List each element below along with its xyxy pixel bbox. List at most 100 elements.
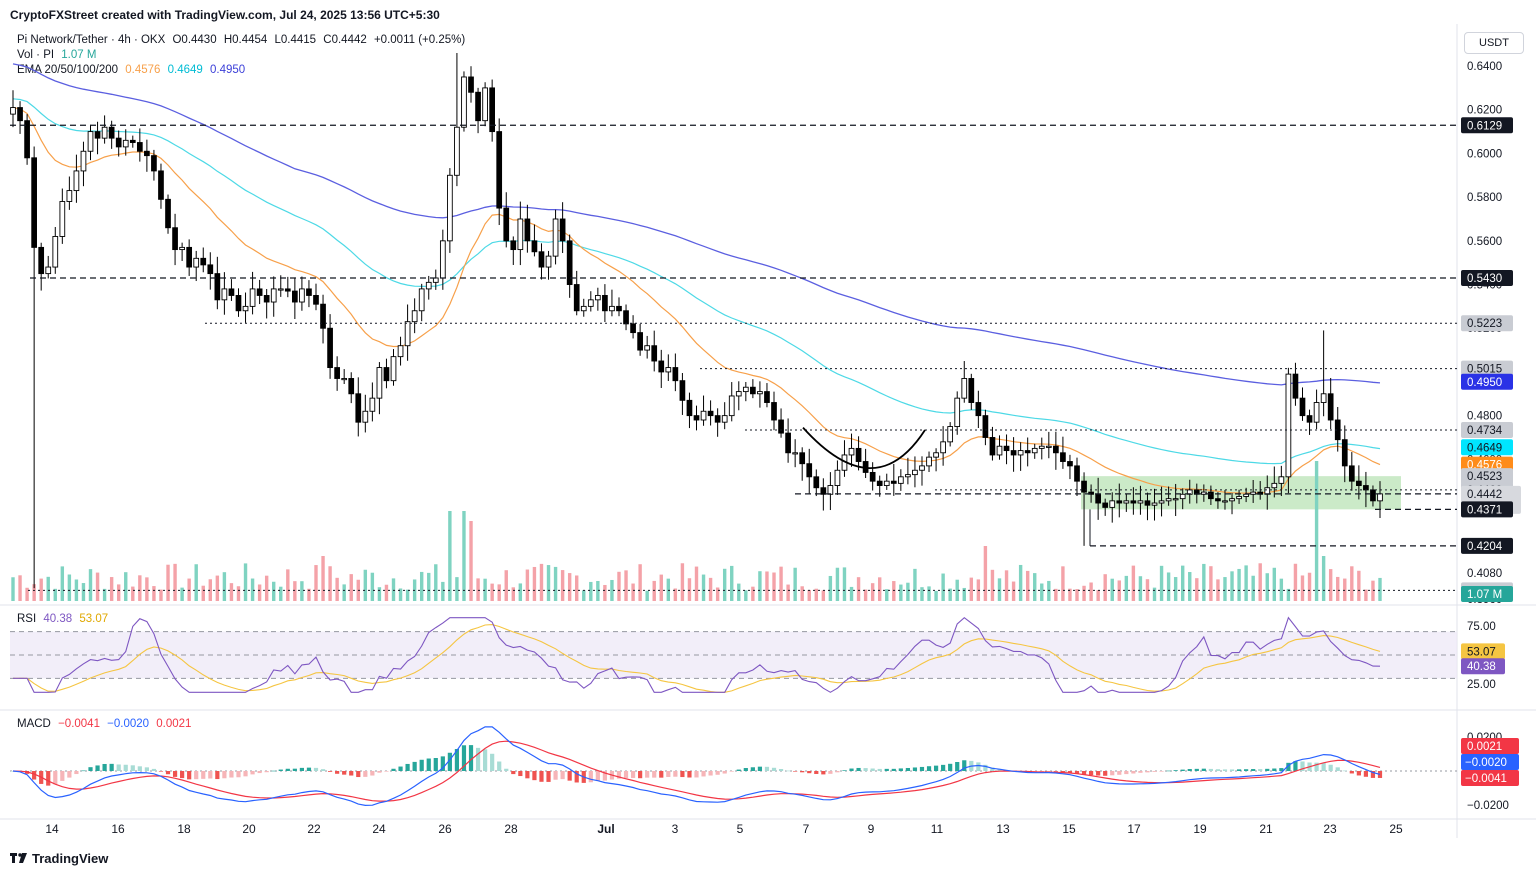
macd-histogram-bar [299,767,305,771]
volume-bar [1166,572,1171,601]
rsi-tick-label: 75.00 [1467,621,1496,633]
volume-bar [885,589,889,601]
candle-body [714,415,721,423]
volume-bar [102,588,107,601]
macd-histogram-bar [151,768,157,771]
candle-body [355,393,362,423]
macd-histogram-bar [814,771,819,774]
volume-bar [567,573,572,601]
volume-bar [405,589,410,601]
time-tick-label: 14 [45,822,59,836]
macd-histogram-bar [60,771,65,781]
volume-bar [1293,563,1298,601]
macd-signal-value: 0.0021 [156,718,192,730]
rsi-title[interactable]: RSI [17,613,37,625]
macd-histogram-bar [602,771,607,781]
candle-body [1095,493,1101,504]
volume-bar [441,581,445,601]
volume-bar [722,568,727,601]
candle-body [1038,445,1045,449]
candle-body [1208,491,1214,500]
volume-bar [694,566,699,601]
badge-macd-hist-bg [1461,738,1519,754]
candle-body [897,476,904,484]
volume-bar [145,577,149,601]
tradingview-logo-icon [10,853,27,863]
volume-bar [1202,563,1206,601]
macd-histogram-bar [1124,771,1129,775]
macd-histogram-bar [1293,761,1298,771]
macd-histogram-bar [1328,764,1333,771]
volume-bar [1089,582,1093,601]
macd-histogram-bar [729,771,734,772]
macd-histogram-bar [292,768,297,771]
macd-title[interactable]: MACD [17,718,51,730]
volume-label[interactable]: Vol · PI [17,49,55,61]
candle-body [757,391,763,395]
volume-bar [673,588,678,601]
ema50-line [12,107,1381,494]
candle-body [1278,476,1285,484]
symbol-name[interactable]: Pi Network/Tether · 4h · OKX [17,34,166,46]
volume-bar [46,576,50,601]
currency-button[interactable]: USDT [1464,32,1524,54]
macd-histogram-bar [574,771,579,783]
macd-histogram-bar [264,771,269,773]
macd-histogram-bar [363,771,368,777]
volume-bar [955,579,959,601]
candle-body [334,367,340,379]
macd-histogram-bar [623,771,629,779]
volume-bar [638,564,642,601]
candle-body [214,273,221,301]
macd-histogram-bar [1110,771,1115,776]
badge-last-price: 0.4442 [1467,489,1502,501]
macd-histogram-bar [715,771,720,775]
volume-bar [990,569,995,601]
candle-body [129,139,136,143]
candle-body [679,380,686,401]
volume-bar [652,580,656,601]
macd-histogram-bar [208,771,213,779]
candle-body [503,207,510,242]
macd-histogram-bar [419,759,424,771]
macd-histogram-bar [666,771,671,777]
macd-histogram-bar [1314,762,1319,771]
macd-histogram-bar [525,771,530,779]
candle-body [158,170,164,200]
volume-bar [497,584,501,601]
macd-histogram-bar [342,771,347,775]
volume-bar [546,565,551,601]
macd-histogram-bar [475,747,481,771]
candle-body [602,295,608,312]
candle-body [954,397,961,428]
ema-label[interactable]: EMA 20/50/100/200 [17,64,119,76]
candle-body [876,480,883,486]
ohlc-low: L0.4415 [274,34,317,46]
volume-bar [469,521,473,601]
candle-body [447,174,453,242]
time-tick-label: 22 [307,822,321,836]
macd-histogram-bar [659,771,664,778]
candle-body [1144,500,1151,506]
candle-body [454,126,460,176]
macd-histogram-bar [842,770,847,771]
volume-bar [384,584,389,601]
macd-histogram-bar [976,762,981,771]
candle-body [1215,498,1221,502]
badge-0-4734: 0.4734 [1467,425,1503,437]
volume-bar [1195,578,1199,601]
time-tick-label: 24 [372,822,386,836]
candle-body [1165,498,1172,502]
candle-body [461,76,467,128]
candle-body [1299,397,1306,417]
macd-histogram-bar [278,769,283,771]
volume-bar [391,578,396,601]
candle-body [327,327,333,369]
volume-bar [95,572,100,601]
macd-histogram-bar [1074,771,1080,774]
candle-body [616,305,622,312]
volume-bar [131,586,135,601]
volume-bar [1096,590,1100,601]
volume-bar [1033,573,1037,601]
